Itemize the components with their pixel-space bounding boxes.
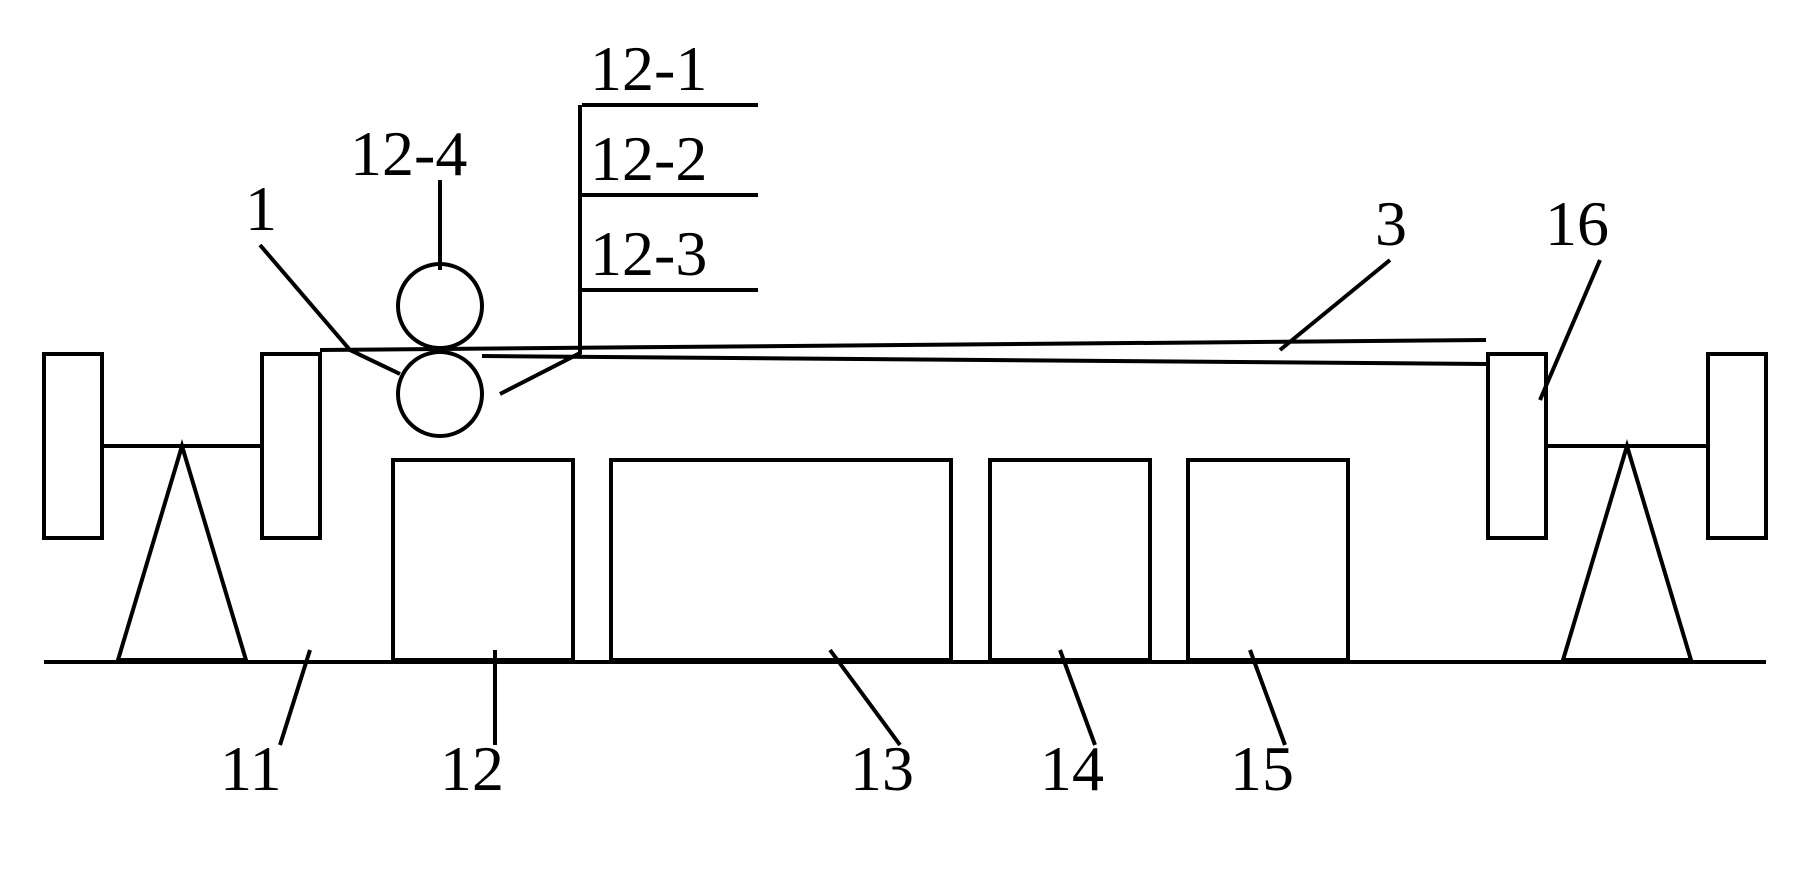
label-l12_3: 12-3: [590, 218, 707, 289]
label-l12_2: 12-2: [590, 123, 707, 194]
label-l12_1: 12-1: [590, 33, 707, 104]
circle-rollTop: [398, 264, 482, 348]
box-box13: [611, 460, 951, 660]
leader-l11: [280, 650, 310, 745]
box-box14: [990, 460, 1150, 660]
leader-l13: [830, 650, 900, 745]
poly-leftTri: [118, 446, 246, 660]
line-strip2: [482, 356, 1486, 364]
poly-rightTri: [1563, 446, 1691, 660]
label-l13: 13: [850, 733, 914, 804]
label-l12_4: 12-4: [350, 118, 467, 189]
leader-l14: [1060, 650, 1095, 745]
label-l3: 3: [1375, 188, 1407, 259]
label-l16: 16: [1545, 188, 1609, 259]
line-strip1: [320, 340, 1486, 350]
circle-rollBot: [398, 352, 482, 436]
box-box15: [1188, 460, 1348, 660]
box-leftWheelR: [262, 354, 320, 538]
label-l12: 12: [440, 733, 504, 804]
leader-l15: [1250, 650, 1285, 745]
leader-l12_3: [500, 290, 580, 394]
box-rightWheelR: [1708, 354, 1766, 538]
label-l15: 15: [1230, 733, 1294, 804]
leader-l16: [1540, 260, 1600, 400]
label-l14: 14: [1040, 733, 1104, 804]
box-box12: [393, 460, 573, 660]
box-rightWheelL: [1488, 354, 1546, 538]
label-l1: 1: [245, 173, 277, 244]
leader-l3: [1280, 260, 1390, 350]
label-l11: 11: [220, 733, 282, 804]
box-leftWheelL: [44, 354, 102, 538]
